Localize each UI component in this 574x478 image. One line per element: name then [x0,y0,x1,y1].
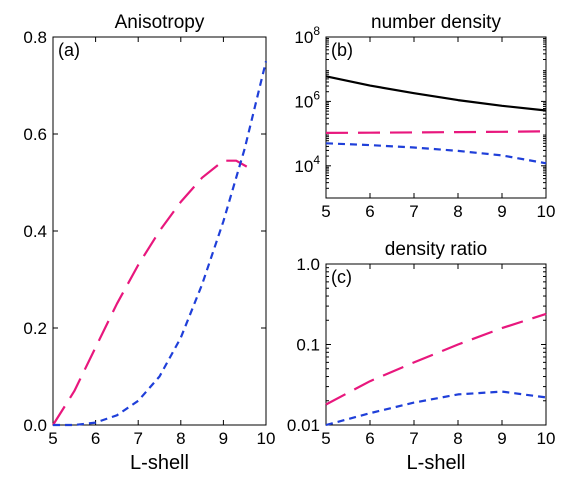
series-line-short [325,142,547,165]
series-line-long [325,130,547,134]
y-tick-label: 108 [294,24,320,47]
panel-label: (b) [331,40,353,60]
plot-frame [325,36,547,199]
panel-a: Anisotropy (a) 5 6 7 8 9 10 0.0 0.2 0.4 0.6 0.8 L-she… [23,12,275,474]
y-tick-label: 0.2 [23,319,47,338]
series-line-solid [325,75,547,112]
series-line-short [325,390,547,427]
panel-label: (a) [58,40,80,60]
x-tick-label: 7 [409,202,418,221]
y-tick-label: 106 [294,88,320,111]
plot-frame [325,263,547,426]
x-tick-label: 7 [133,429,142,448]
x-tick-label: 6 [91,429,100,448]
y-tick-label: 0.6 [23,125,47,144]
x-tick-label: 9 [219,429,228,448]
x-tick-label: 9 [497,202,506,221]
chart-title: number density [371,12,501,33]
y-tick-label: 1.0 [296,255,320,274]
x-tick-label: 5 [321,429,330,448]
x-axis-label: L-shell [130,452,189,474]
x-tick-label: 6 [365,429,374,448]
x-tick-label: 5 [48,429,57,448]
chart-title: density ratio [385,239,487,260]
panel-c: density ratio (c) 5 6 7 8 9 10 0.01 0.1 1.0 L-shell [287,239,556,474]
panel-label: (c) [331,267,352,287]
chart-title: Anisotropy [115,12,205,33]
series-line-short [53,61,268,427]
y-tick-label: 0.4 [23,222,47,241]
x-tick-label: 8 [453,202,462,221]
x-tick-label: 10 [537,429,556,448]
y-tick-label: 0.0 [23,416,47,435]
y-tick-label: 0.8 [23,28,47,47]
x-tick-label: 10 [257,429,276,448]
series-line-long [325,312,547,406]
x-tick-label: 10 [537,202,556,221]
x-axis-label: L-shell [407,452,466,474]
y-tick-label: 104 [294,153,320,176]
series-line-long [52,159,250,426]
x-tick-label: 6 [365,202,374,221]
x-tick-label: 9 [497,429,506,448]
x-tick-label: 7 [409,429,418,448]
panel-b: number density (b) 5 6 7 8 9 10 104 106 108 [294,12,555,221]
x-tick-label: 8 [176,429,185,448]
x-tick-label: 5 [321,202,330,221]
x-tick-label: 8 [453,429,462,448]
y-tick-label: 0.01 [287,416,320,435]
y-tick-label: 0.1 [296,336,320,355]
